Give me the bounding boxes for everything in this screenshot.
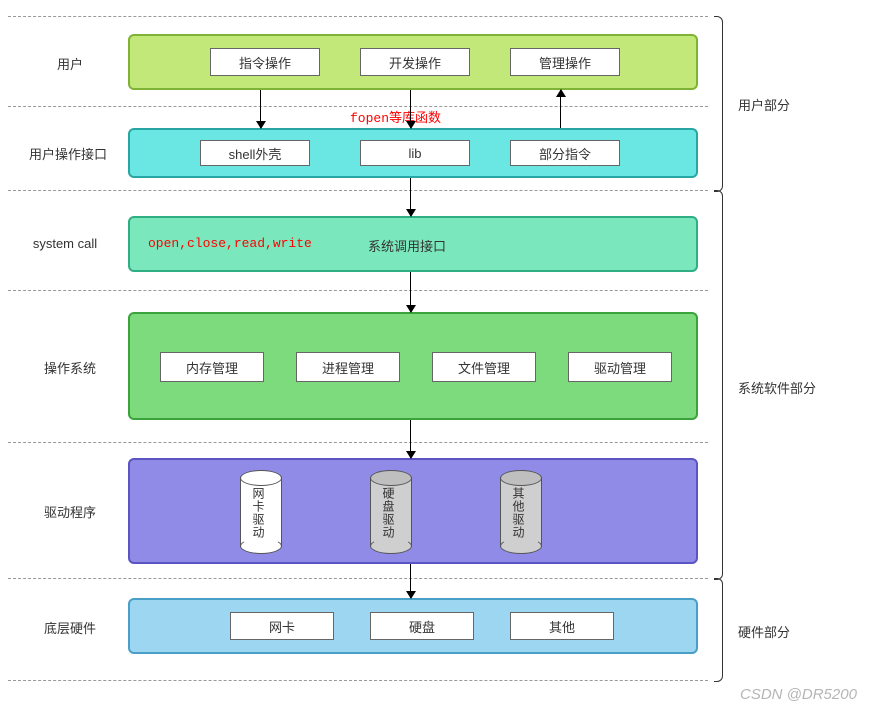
- syscall-label: 系统调用接口: [368, 236, 446, 255]
- annot-fopen: fopen等库函数: [350, 107, 441, 126]
- box-other: 其他: [510, 612, 614, 640]
- arrow: [410, 178, 411, 216]
- box-cmd-op: 指令操作: [210, 48, 320, 76]
- bracket-hw-label: 硬件部分: [738, 622, 790, 641]
- cyl-other-label: 其他驱动: [513, 487, 527, 539]
- row-label-syscall: system call: [20, 236, 110, 251]
- arrow: [410, 90, 411, 128]
- arrow: [410, 272, 411, 312]
- bracket-hw: [714, 578, 723, 682]
- box-mem: 内存管理: [160, 352, 264, 382]
- cyl-other: 其他驱动: [500, 477, 540, 547]
- cyl-disk: 硬盘驱动: [370, 477, 410, 547]
- cyl-disk-label: 硬盘驱动: [383, 487, 397, 539]
- box-mgmt-op: 管理操作: [510, 48, 620, 76]
- box-partcmd: 部分指令: [510, 140, 620, 166]
- bracket-user: [714, 16, 723, 192]
- dashed-line: [8, 16, 708, 17]
- arrow: [410, 420, 411, 458]
- box-lib: lib: [360, 140, 470, 166]
- row-label-driver: 驱动程序: [30, 502, 110, 521]
- dashed-line: [8, 290, 708, 291]
- bracket-sys: [714, 190, 723, 580]
- box-file: 文件管理: [432, 352, 536, 382]
- bracket-user-label: 用户部分: [738, 95, 790, 114]
- cyl-nic: 网卡驱动: [240, 477, 280, 547]
- arrow: [260, 90, 261, 128]
- dashed-line: [8, 680, 708, 681]
- box-shell: shell外壳: [200, 140, 310, 166]
- arrow: [560, 90, 561, 128]
- watermark: CSDN @DR5200: [740, 686, 857, 703]
- box-disk: 硬盘: [370, 612, 474, 640]
- box-drv: 驱动管理: [568, 352, 672, 382]
- row-label-userif: 用户操作接口: [18, 144, 118, 163]
- row-label-hw: 底层硬件: [30, 618, 110, 637]
- box-dev-op: 开发操作: [360, 48, 470, 76]
- layer-driver: [128, 458, 698, 564]
- box-proc: 进程管理: [296, 352, 400, 382]
- dashed-line: [8, 190, 708, 191]
- box-nic: 网卡: [230, 612, 334, 640]
- dashed-line: [8, 578, 708, 579]
- row-label-user: 用户: [40, 54, 100, 73]
- cyl-nic-label: 网卡驱动: [253, 487, 267, 539]
- bracket-sys-label: 系统软件部分: [738, 378, 816, 397]
- arrow: [410, 564, 411, 598]
- dashed-line: [8, 442, 708, 443]
- syscall-red: open,close,read,write: [148, 236, 312, 251]
- row-label-os: 操作系统: [30, 358, 110, 377]
